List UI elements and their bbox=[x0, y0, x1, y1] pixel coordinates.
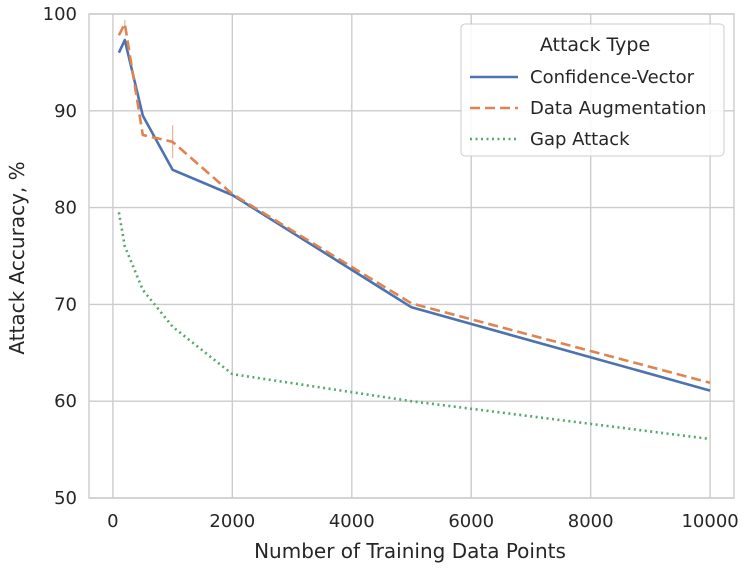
legend-label: Gap Attack bbox=[530, 129, 630, 150]
series-line bbox=[117, 22, 711, 385]
x-tick-label: 4000 bbox=[329, 511, 375, 532]
series-gap-attack bbox=[117, 212, 711, 441]
y-tick-label: 50 bbox=[54, 488, 77, 509]
series-confidence-vector bbox=[117, 38, 711, 392]
series-data-augmentation bbox=[117, 19, 711, 385]
x-tick-label: 8000 bbox=[568, 511, 614, 532]
y-tick-label: 80 bbox=[54, 198, 77, 219]
legend-items: Confidence-Vector Data Augmentation Gap At… bbox=[470, 67, 706, 150]
legend-title: Attack Type bbox=[540, 34, 650, 56]
legend-item: Data Augmentation bbox=[470, 98, 706, 119]
legend-label: Confidence-Vector bbox=[530, 67, 695, 88]
y-axis-ticks: 50 60 70 80 90 100 bbox=[43, 4, 77, 509]
series-line bbox=[117, 38, 711, 392]
legend-item: Confidence-Vector bbox=[470, 67, 695, 88]
legend-label: Data Augmentation bbox=[530, 98, 706, 119]
x-axis-ticks: 0 2000 4000 6000 8000 10000 bbox=[107, 511, 739, 532]
y-tick-label: 100 bbox=[43, 4, 77, 25]
legend-item: Gap Attack bbox=[470, 129, 630, 150]
y-axis-title: Attack Accuracy, % bbox=[5, 161, 29, 354]
legend-frame bbox=[460, 23, 725, 157]
x-tick-label: 10000 bbox=[681, 511, 738, 532]
x-tick-label: 6000 bbox=[448, 511, 494, 532]
series-line bbox=[117, 212, 711, 441]
x-tick-label: 0 bbox=[107, 511, 118, 532]
y-tick-label: 90 bbox=[54, 101, 77, 122]
x-axis-title: Number of Training Data Points bbox=[254, 539, 566, 563]
x-tick-label: 2000 bbox=[209, 511, 255, 532]
legend: Attack Type Confidence-Vector Data Augmen… bbox=[460, 23, 725, 157]
y-tick-label: 60 bbox=[54, 391, 77, 412]
series-layer bbox=[117, 19, 711, 441]
plot-frame bbox=[88, 13, 735, 499]
y-tick-label: 70 bbox=[54, 294, 77, 315]
